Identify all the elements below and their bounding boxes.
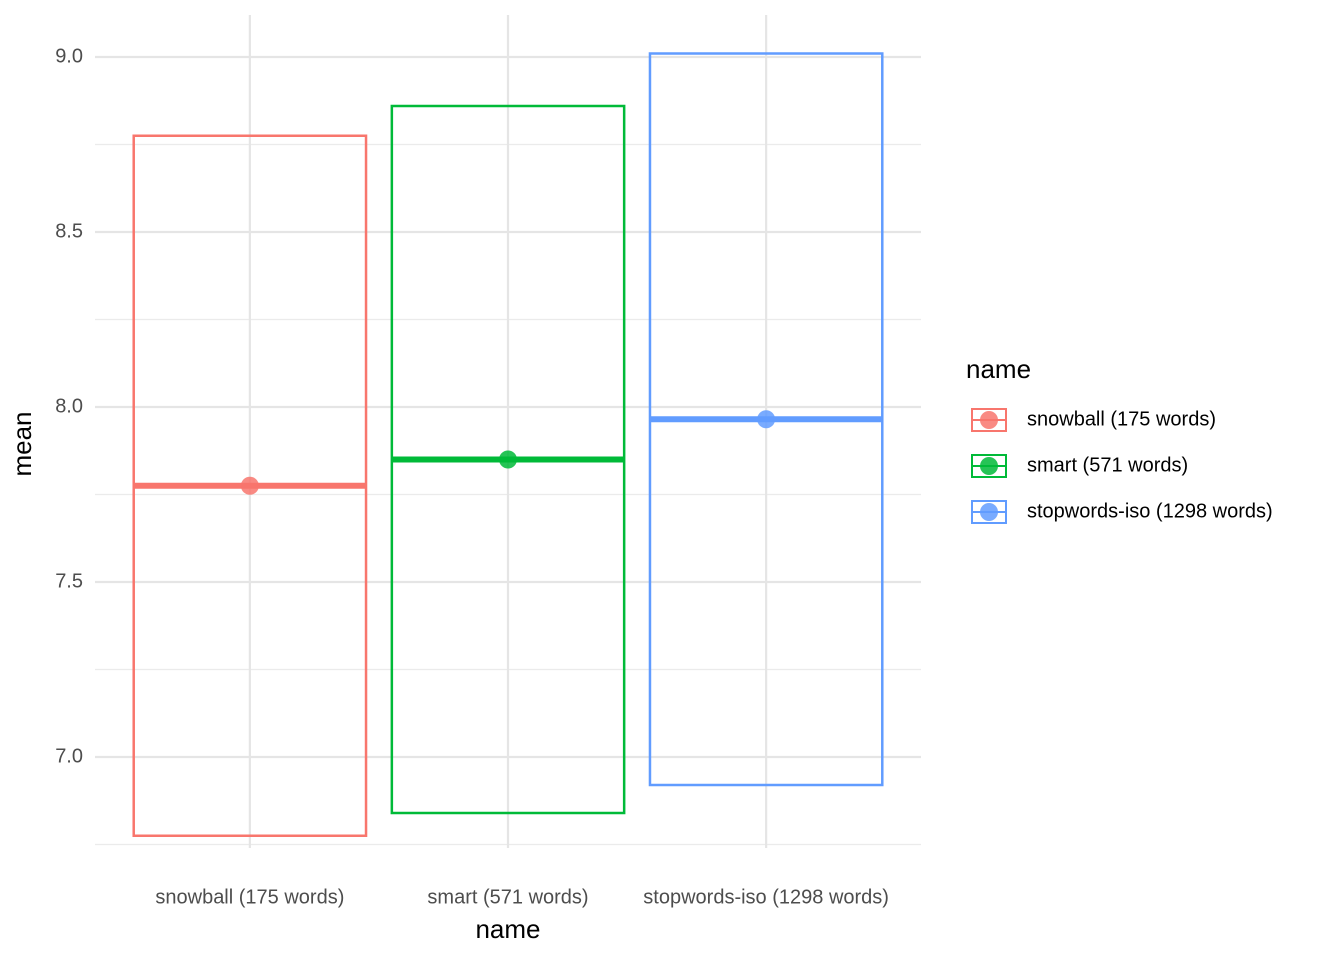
y-tick-label: 8.0 [55,395,83,417]
y-axis-title: mean [7,411,37,476]
y-tick-label: 7.5 [55,570,83,592]
legend-title: name [966,354,1031,384]
mean-point [499,450,517,469]
legend-label: smart (571 words) [1027,454,1188,476]
legend-key-point [980,457,998,475]
y-tick-label: 7.0 [55,745,83,767]
y-tick-label: 8.5 [55,220,83,242]
x-tick-label: stopwords-iso (1298 words) [643,886,889,908]
x-tick-label: smart (571 words) [427,886,588,908]
legend-label: stopwords-iso (1298 words) [1027,500,1273,522]
legend-label: snowball (175 words) [1027,408,1216,430]
mean-point [757,410,776,429]
y-tick-label: 9.0 [55,45,83,67]
mean-point [240,476,259,495]
legend-key-point [980,503,998,521]
x-axis-title: name [475,914,540,944]
legend-key-point [980,411,998,429]
x-tick-label: snowball (175 words) [155,886,344,908]
